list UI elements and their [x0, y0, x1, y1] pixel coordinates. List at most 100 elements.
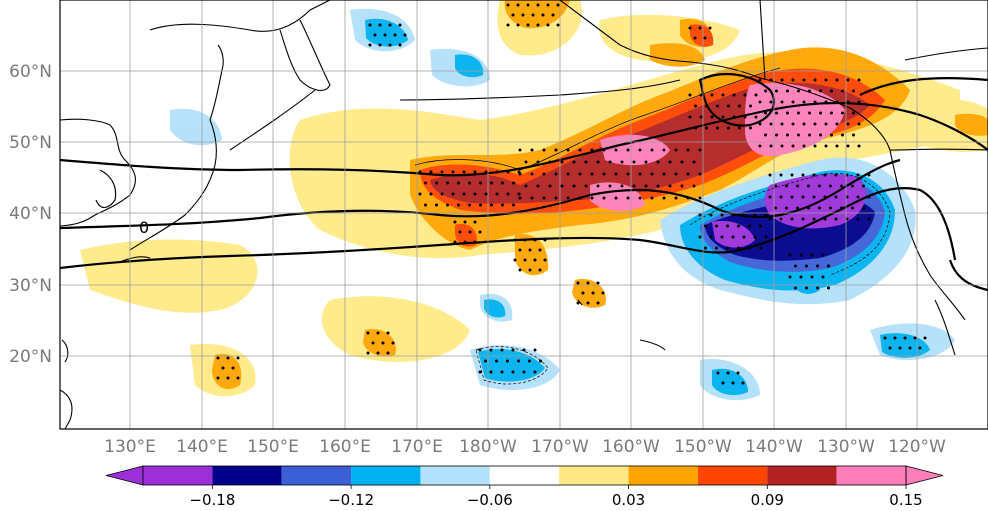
stipple-dot: [741, 381, 745, 385]
stipple-dot: [596, 301, 600, 305]
stipple-dot: [490, 203, 493, 207]
stipple-dot: [862, 184, 865, 188]
stipple-dot: [786, 111, 789, 115]
lat-tick-label: 40°N: [9, 204, 52, 224]
stipple-dot: [834, 195, 838, 199]
shade-cyan-s2: [712, 368, 748, 396]
stipple-dot: [852, 133, 855, 137]
stipple-dot: [686, 148, 690, 152]
stipple-dot: [576, 301, 580, 305]
stipple-dot: [805, 264, 808, 268]
stipple-dot: [748, 224, 751, 228]
lon-tick-label: 150°W: [674, 437, 732, 457]
colorbar-tick-label: −0.12: [328, 491, 374, 509]
shade-cyan-n1: [365, 18, 408, 47]
stipple-dot: [790, 217, 794, 221]
stipple-dot: [705, 126, 708, 130]
stipple-dot: [715, 224, 718, 228]
colorbar-bin: [836, 466, 906, 485]
stipple-dot: [703, 36, 707, 40]
stipple-dot: [586, 301, 590, 305]
stipple-dot: [644, 160, 648, 164]
stipple-dot: [801, 195, 805, 199]
contour-label-zero: 0: [139, 218, 149, 237]
stipple-dot: [834, 173, 838, 177]
stipple-dot: [473, 192, 477, 196]
coast-kuril-arc: [229, 89, 316, 151]
lat-tick-label: 60°N: [9, 62, 52, 82]
stipple-dot: [546, 3, 550, 7]
stipple-dot: [495, 192, 499, 196]
stipple-dot: [500, 370, 504, 374]
colorbar-bin: [697, 466, 768, 485]
stipple-dot: [829, 206, 832, 210]
stipple-dot: [749, 104, 752, 108]
stipple-dot: [596, 281, 600, 285]
stipple-dot: [542, 196, 546, 200]
stipple-dot: [764, 133, 767, 137]
coast-alaska: [559, 0, 891, 151]
stipple-dot: [830, 133, 833, 137]
stipple-dot: [764, 89, 767, 93]
stipple-dot: [768, 217, 772, 221]
stipple-dot: [368, 23, 372, 27]
outline-cyan-s1: [475, 346, 549, 385]
stipple-dot: [738, 126, 741, 130]
lon-tick-label: 130°E: [104, 437, 156, 457]
stipple-dot: [536, 3, 540, 7]
lon-tick-labels: 130°E 140°E 150°E 160°E 170°E 180°W 170°W 160°W…: [104, 437, 946, 457]
stipple-dot: [731, 235, 735, 239]
stipple-dot: [791, 100, 795, 104]
stipple-dot: [768, 173, 772, 177]
colorbar-border: [142, 465, 907, 486]
stipple-dot: [727, 104, 730, 108]
stipple-dot: [522, 370, 526, 374]
stipple-dot: [692, 184, 696, 188]
stipple-dot: [556, 23, 560, 27]
stipple-dot: [506, 192, 510, 196]
stipple-dot: [743, 93, 747, 97]
stipple-dot: [680, 184, 684, 188]
stipple-dot: [584, 160, 588, 164]
lon-tick-label: 170°E: [391, 437, 443, 457]
stipple-dot: [662, 196, 666, 200]
stipple-dot: [819, 89, 822, 93]
stipple-dot: [376, 331, 380, 335]
stipple-dot: [775, 89, 778, 93]
stipple-dot: [742, 235, 746, 239]
shade-red-pt2: [690, 24, 714, 47]
shade-cyan-s3: [484, 299, 506, 318]
stipple-dot: [841, 89, 844, 93]
stipple-dot: [517, 359, 520, 363]
contour-line-2: [59, 158, 901, 230]
stipple-dot: [883, 336, 887, 340]
coast-sakhalin: [209, 44, 224, 121]
stipple-dot: [819, 133, 822, 137]
stipple-dot: [489, 370, 493, 374]
stipple-dot: [759, 246, 762, 250]
stipple-dot: [716, 104, 719, 108]
stipple-dot: [386, 351, 390, 355]
stipple-dot: [699, 115, 703, 119]
colorbar-bin: [351, 466, 421, 485]
stipple-dot: [841, 133, 844, 137]
stipple-dot: [523, 258, 527, 262]
stipple-dot: [512, 203, 515, 207]
stipple-dot: [620, 184, 624, 188]
stipple-dot: [779, 173, 783, 177]
stipple-dot: [824, 122, 828, 126]
coast-baja: [934, 299, 956, 356]
stipple-dot: [688, 93, 692, 97]
stipple-dot: [538, 268, 542, 272]
shade-red-pt1: [455, 223, 477, 247]
stipple-dot: [644, 184, 648, 188]
stipple-dot: [620, 160, 624, 164]
colorbar-bin: [212, 466, 282, 485]
stipple-dot: [758, 100, 762, 104]
shade-orange-ne: [650, 43, 705, 67]
stipple-dot: [584, 184, 588, 188]
stipple-dot: [551, 13, 555, 17]
colorbar-tick-label: 0.15: [889, 491, 922, 509]
stipple-dot: [830, 111, 833, 115]
stipple-dot: [856, 195, 860, 199]
